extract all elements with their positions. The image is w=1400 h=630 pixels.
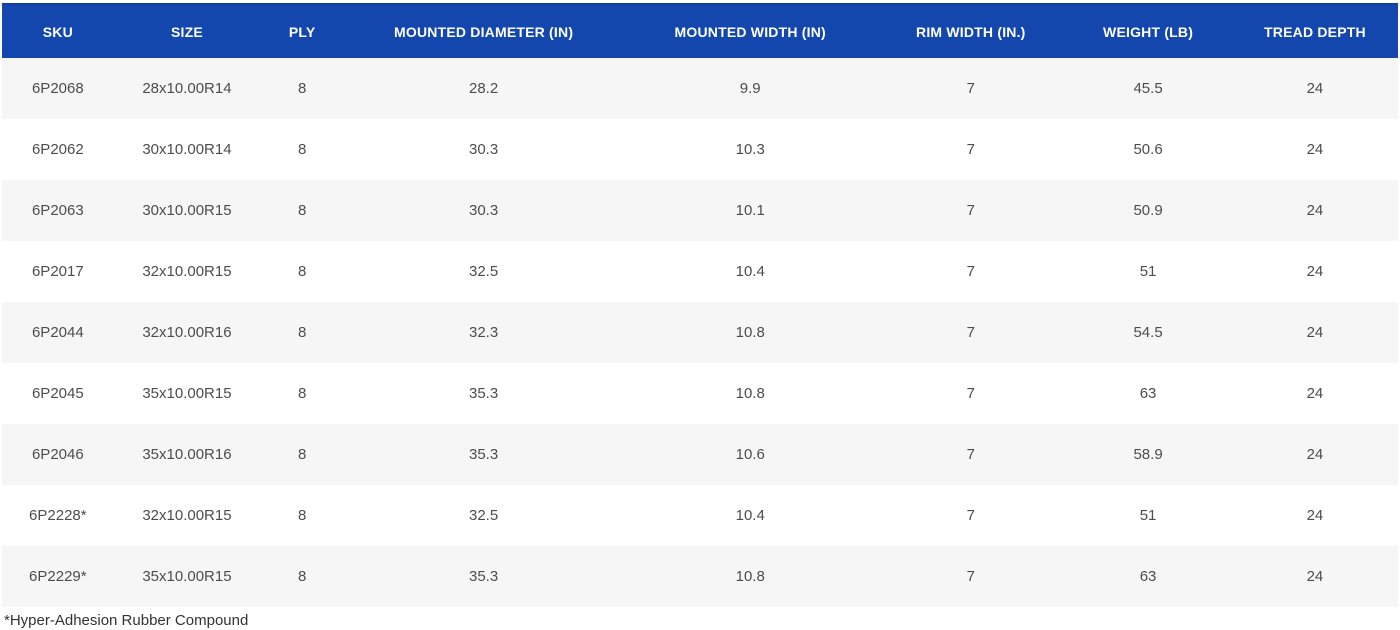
table-cell: 6P2045	[31, 385, 84, 402]
table-cell: 8	[297, 324, 307, 341]
table-row: 6P2045 35x10.00R15 8 35.3 10.8 7 63 24	[2, 363, 1398, 424]
column-header-mounted-width-in: MOUNTED WIDTH (IN)	[623, 3, 878, 58]
table-cell: 28.2	[468, 80, 499, 97]
table-cell: 8	[297, 141, 307, 158]
table-cell: 32x10.00R16	[142, 324, 232, 341]
footnote: *Hyper-Adhesion Rubber Compound	[4, 612, 249, 629]
table-row: 6P2046 35x10.00R16 8 35.3 10.6 7 58.9 24	[2, 424, 1398, 485]
table-cell: 50.6	[1133, 141, 1163, 158]
table-row: 6P2229* 35x10.00R15 8 35.3 10.8 7 63 24	[2, 546, 1398, 607]
column-header-weight-lb: WEIGHT (LB)	[1064, 3, 1232, 58]
table-cell: 24	[1306, 202, 1324, 219]
table-cell: 7	[966, 263, 975, 280]
table-cell: 63	[1139, 385, 1157, 402]
table-cell: 6P2229*	[29, 568, 87, 585]
table-cell: 10.6	[735, 446, 765, 463]
table-cell: 35.3	[468, 446, 499, 463]
spec-table-header-row: SKU SIZE PLY MOUNTED DIAMETER (IN) MOUNTED W…	[2, 3, 1398, 58]
table-cell: 6P2044	[31, 324, 84, 341]
table-cell: 8	[297, 80, 307, 97]
table-cell: 10.8	[735, 568, 765, 585]
column-header-mounted-diameter-in: MOUNTED DIAMETER (IN)	[344, 3, 624, 58]
table-cell: 24	[1306, 446, 1324, 463]
table-cell: 35x10.00R16	[142, 446, 232, 463]
table-cell: 24	[1306, 324, 1324, 341]
table-cell: 7	[966, 446, 975, 463]
table-cell: 10.8	[735, 385, 765, 402]
table-cell: 63	[1139, 568, 1157, 585]
table-cell: 45.5	[1133, 80, 1163, 97]
table-cell: 24	[1306, 385, 1324, 402]
table-cell: 7	[966, 568, 975, 585]
table-cell: 30x10.00R14	[142, 141, 232, 158]
table-cell: 7	[966, 141, 975, 158]
table-cell: 7	[966, 385, 975, 402]
table-cell: 32.3	[468, 324, 499, 341]
table-cell: 8	[297, 385, 307, 402]
table-cell: 8	[297, 568, 307, 585]
table-cell: 7	[966, 507, 975, 524]
column-header-ply: PLY	[260, 3, 344, 58]
table-cell: 32.5	[468, 263, 499, 280]
column-header-sku: SKU	[2, 3, 114, 58]
table-cell: 30.3	[468, 202, 499, 219]
table-cell: 35.3	[468, 568, 499, 585]
table-cell: 35.3	[468, 385, 499, 402]
table-cell: 35x10.00R15	[142, 568, 232, 585]
table-cell: 28x10.00R14	[142, 80, 232, 97]
table-cell: 51	[1139, 263, 1157, 280]
spec-table-body: 6P2068 28x10.00R14 8 28.2 9.9 7 45.5 24 6P2062 30…	[2, 58, 1398, 607]
column-header-tread-depth: TREAD DEPTH	[1231, 3, 1398, 58]
table-cell: 6P2068	[31, 80, 84, 97]
table-cell: 58.9	[1133, 446, 1163, 463]
table-cell: 54.5	[1133, 324, 1163, 341]
table-cell: 24	[1306, 141, 1324, 158]
table-cell: 6P2228*	[29, 507, 87, 524]
table-cell: 10.1	[735, 202, 765, 219]
table-row: 6P2062 30x10.00R14 8 30.3 10.3 7 50.6 24	[2, 119, 1398, 180]
table-cell: 10.4	[735, 507, 765, 524]
table-cell: 30x10.00R15	[142, 202, 232, 219]
table-cell: 7	[966, 202, 975, 219]
table-cell: 24	[1306, 80, 1324, 97]
table-cell: 8	[297, 263, 307, 280]
table-row: 6P2228* 32x10.00R15 8 32.5 10.4 7 51 24	[2, 485, 1398, 546]
table-row: 6P2017 32x10.00R15 8 32.5 10.4 7 51 24	[2, 241, 1398, 302]
table-cell: 50.9	[1133, 202, 1163, 219]
table-cell: 6P2046	[31, 446, 84, 463]
table-cell: 9.9	[739, 80, 761, 97]
table-row: 6P2068 28x10.00R14 8 28.2 9.9 7 45.5 24	[2, 58, 1398, 119]
table-cell: 8	[297, 446, 307, 463]
table-cell: 8	[297, 202, 307, 219]
table-cell: 32.5	[468, 507, 499, 524]
table-cell: 24	[1306, 507, 1324, 524]
table-cell: 7	[966, 324, 975, 341]
table-cell: 10.8	[735, 324, 765, 341]
table-cell: 35x10.00R15	[142, 385, 232, 402]
table-cell: 51	[1139, 507, 1157, 524]
table-cell: 10.3	[735, 141, 765, 158]
table-cell: 8	[297, 507, 307, 524]
table-cell: 30.3	[468, 141, 499, 158]
table-row: 6P2044 32x10.00R16 8 32.3 10.8 7 54.5 24	[2, 302, 1398, 363]
table-cell: 32x10.00R15	[142, 507, 232, 524]
table-row: 6P2063 30x10.00R15 8 30.3 10.1 7 50.9 24	[2, 180, 1398, 241]
tire-spec-table-container: SKU SIZE PLY MOUNTED DIAMETER (IN) MOUNTED W…	[2, 3, 1398, 607]
table-cell: 32x10.00R15	[142, 263, 232, 280]
tire-spec-table: SKU SIZE PLY MOUNTED DIAMETER (IN) MOUNTED W…	[2, 3, 1398, 607]
table-cell: 6P2062	[31, 141, 84, 158]
table-cell: 24	[1306, 263, 1324, 280]
table-cell: 10.4	[735, 263, 765, 280]
table-cell: 6P2017	[31, 263, 84, 280]
table-cell: 24	[1306, 568, 1324, 585]
table-cell: 6P2063	[31, 202, 84, 219]
column-header-size: SIZE	[113, 3, 261, 58]
column-header-rim-width-in: RIM WIDTH (IN.)	[877, 3, 1065, 58]
table-cell: 7	[966, 80, 975, 97]
